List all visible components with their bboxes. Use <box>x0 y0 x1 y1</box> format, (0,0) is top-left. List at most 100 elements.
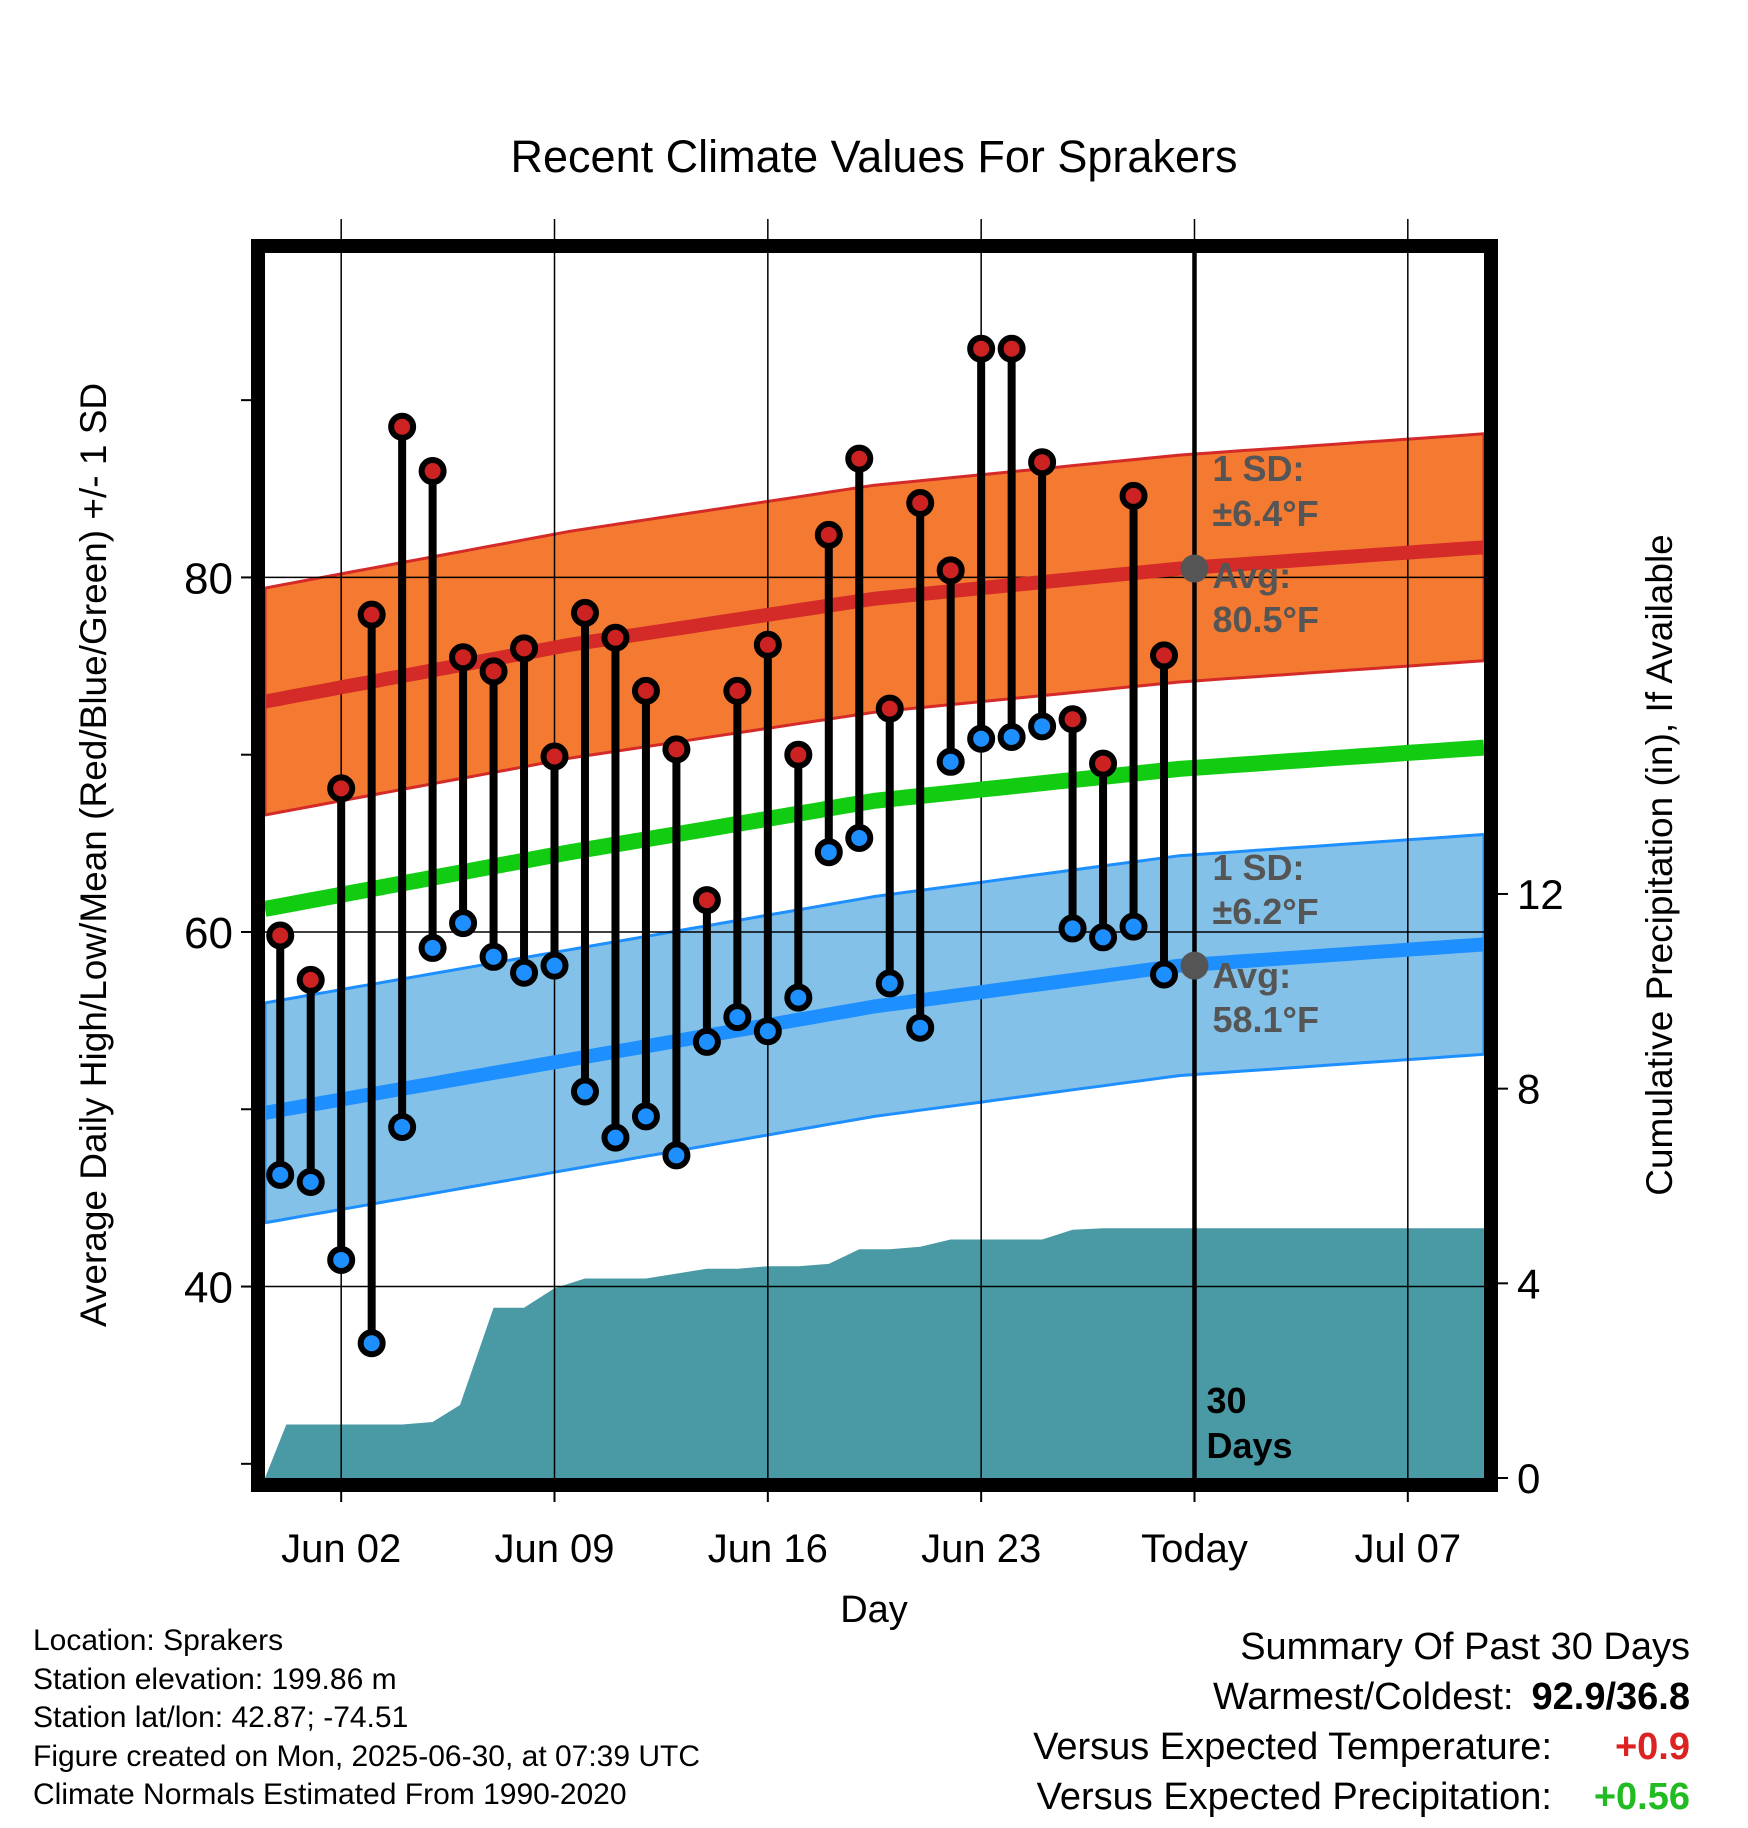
high-temp-point <box>327 774 356 803</box>
warm-cold-label: Warmest/Coldest: <box>1212 1676 1514 1718</box>
high-temp-point <box>570 598 599 627</box>
summary-warm-cold: Warmest/Coldest: 92.9/36.8 <box>1033 1672 1690 1722</box>
low-temp-point <box>814 838 843 867</box>
y-tick-label: 40 <box>184 1264 233 1313</box>
high-temp-point <box>266 921 295 950</box>
high-temp-point <box>692 886 721 915</box>
low-temp-point <box>388 1112 417 1141</box>
high-temp-point <box>296 965 325 994</box>
summary-precip: Versus Expected Precipitation: +0.56 <box>1033 1772 1690 1822</box>
x-axis-label: Day <box>840 1589 908 1631</box>
today-days-unit: Days <box>1206 1425 1292 1466</box>
created-text: Figure created on Mon, 2025-06-30, at 07… <box>33 1739 701 1773</box>
x-tick-label: Jun 16 <box>708 1527 828 1571</box>
low-temp-point <box>296 1167 325 1196</box>
low-temp-point <box>1028 712 1057 741</box>
low-temp-point <box>479 942 508 971</box>
low-temp-point <box>692 1027 721 1056</box>
high-temp-point <box>1089 749 1118 778</box>
high-temp-point <box>1119 481 1148 510</box>
station-info: Location: Sprakers Station elevation: 19… <box>33 1622 700 1815</box>
y2-tick-label: 4 <box>1517 1260 1540 1307</box>
location-text: Location: Sprakers <box>33 1624 284 1657</box>
low-temp-point <box>418 933 447 962</box>
precip-value: +0.56 <box>1593 1776 1690 1818</box>
temp-value: +0.9 <box>1614 1726 1690 1768</box>
low-temp-point <box>997 722 1026 751</box>
high-temp-point <box>814 520 843 549</box>
plot-area: 40 60 80 0 4 8 12 Jun 02 Jun 09 Jun 16 Jun 23 Today… <box>184 219 1564 1571</box>
low-temp-point <box>631 1102 660 1131</box>
x-tick-label: Jun 02 <box>281 1527 401 1571</box>
high-temp-point <box>723 676 752 705</box>
low-avg-value: 58.1°F <box>1212 999 1318 1040</box>
plot-frame <box>251 239 1498 1492</box>
high-temp-point <box>936 556 965 585</box>
low-temp-point <box>1089 923 1118 952</box>
temp-label: Versus Expected Temperature: <box>1033 1726 1552 1768</box>
elevation-text: Station elevation: 199.86 m <box>33 1662 397 1696</box>
low-temp-point <box>1119 912 1148 941</box>
high-avg-value: 80.5°F <box>1212 599 1318 640</box>
high-temp-point <box>479 657 508 686</box>
low-temp-point <box>906 1013 935 1042</box>
high-sd-value: ±6.4°F <box>1212 493 1318 534</box>
low-temp-point <box>449 909 478 938</box>
high-temp-point <box>418 457 447 486</box>
summary-title: Summary Of Past 30 Days <box>1240 1626 1690 1668</box>
y2-tick-label: 12 <box>1517 871 1564 918</box>
high-temp-point <box>784 740 813 769</box>
low-temp-point <box>784 983 813 1012</box>
high-temp-point <box>449 643 478 672</box>
low-temp-point <box>601 1123 630 1152</box>
y2-tick-label: 8 <box>1517 1066 1540 1113</box>
high-sd-band <box>265 432 1484 817</box>
high-temp-point <box>997 334 1026 363</box>
summary-panel: Summary Of Past 30 Days Warmest/Coldest:… <box>1033 1622 1690 1822</box>
low-sd-label: 1 SD: <box>1212 847 1304 888</box>
summary-temp: Versus Expected Temperature: +0.9 <box>1033 1722 1690 1772</box>
high-temp-point <box>601 623 630 652</box>
y2-axis-label: Cumulative Precipitation (in), If Availa… <box>1639 534 1680 1196</box>
precip-area <box>265 1228 1484 1478</box>
high-avg-marker <box>1180 554 1209 583</box>
high-temp-point <box>967 334 996 363</box>
high-temp-point <box>662 735 691 764</box>
latlon-text: Station lat/lon: 42.87; -74.51 <box>33 1701 409 1734</box>
high-temp-point <box>631 676 660 705</box>
high-avg-label: Avg: <box>1212 555 1291 596</box>
y-axis-label: Average Daily High/Low/Mean (Red/Blue/Gr… <box>73 383 114 1327</box>
low-temp-point <box>967 724 996 753</box>
low-temp-point <box>723 1003 752 1032</box>
high-temp-point <box>1058 705 1087 734</box>
precip-label: Versus Expected Precipitation: <box>1036 1776 1552 1818</box>
high-sd-label: 1 SD: <box>1212 448 1304 489</box>
high-temp-point <box>1028 448 1057 477</box>
x-tick-label: Jun 09 <box>494 1527 614 1571</box>
low-temp-point <box>845 824 874 853</box>
low-temp-point <box>936 747 965 776</box>
x-tick-label: Today <box>1141 1527 1248 1571</box>
high-temp-point <box>388 412 417 441</box>
low-normal-line <box>265 937 1484 1120</box>
low-temp-point <box>753 1017 782 1046</box>
x-tick-label: Jun 23 <box>921 1527 1041 1571</box>
low-temp-point <box>510 958 539 987</box>
y-tick-label: 80 <box>184 554 233 603</box>
high-temp-point <box>906 488 935 517</box>
today-days-count: 30 <box>1206 1380 1246 1421</box>
mean-normal-line <box>265 739 1484 917</box>
low-temp-point <box>540 951 569 980</box>
high-temp-point <box>540 742 569 771</box>
low-temp-point <box>662 1141 691 1170</box>
low-temp-point <box>357 1329 386 1358</box>
y2-tick-label: 0 <box>1517 1455 1540 1502</box>
low-temp-point <box>875 969 904 998</box>
low-sd-value: ±6.2°F <box>1212 891 1318 932</box>
low-temp-point <box>570 1077 599 1106</box>
warm-cold-value: 92.9/36.8 <box>1531 1676 1690 1718</box>
x-tick-label: Jul 07 <box>1354 1527 1461 1571</box>
normals-text: Climate Normals Estimated From 1990-2020 <box>33 1778 627 1811</box>
low-temp-point <box>266 1160 295 1189</box>
